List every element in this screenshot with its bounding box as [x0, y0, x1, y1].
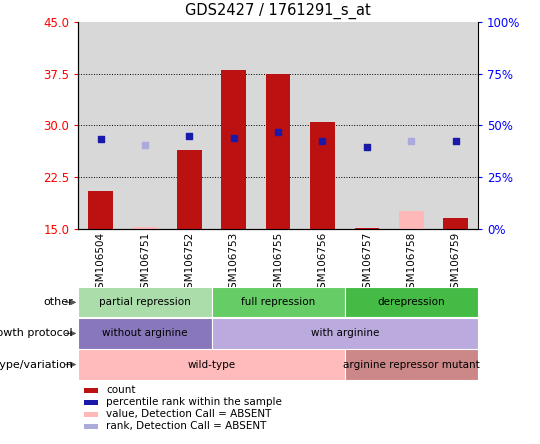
Bar	[256, 22, 300, 229]
Text: count: count	[106, 385, 136, 395]
Bar	[212, 287, 345, 317]
Text: percentile rank within the sample: percentile rank within the sample	[106, 397, 282, 407]
Bar	[345, 22, 389, 229]
Point	[318, 137, 327, 144]
Bar	[84, 400, 98, 404]
Bar	[266, 74, 291, 229]
Bar	[177, 150, 201, 229]
Text: growth protocol: growth protocol	[0, 329, 73, 338]
Bar	[300, 22, 345, 229]
Point	[407, 137, 416, 144]
Bar	[212, 22, 256, 229]
Bar	[221, 71, 246, 229]
Bar	[78, 22, 123, 229]
Point	[274, 129, 282, 136]
Bar	[167, 22, 212, 229]
Bar	[89, 191, 113, 229]
Text: partial repression: partial repression	[99, 297, 191, 307]
Bar	[84, 424, 98, 428]
Text: derepression: derepression	[377, 297, 445, 307]
Text: value, Detection Call = ABSENT: value, Detection Call = ABSENT	[106, 409, 272, 419]
Bar	[345, 287, 478, 317]
Bar	[434, 22, 478, 229]
Bar	[123, 22, 167, 229]
Point	[96, 136, 105, 143]
Point	[451, 137, 460, 144]
Bar	[84, 412, 98, 416]
Text: other: other	[43, 297, 73, 307]
Text: genotype/variation: genotype/variation	[0, 360, 73, 369]
Bar	[389, 22, 434, 229]
Text: full repression: full repression	[241, 297, 315, 307]
Point	[362, 144, 371, 151]
Bar	[84, 388, 98, 392]
Bar	[310, 122, 335, 229]
Point	[185, 132, 194, 139]
Point	[230, 134, 238, 141]
Text: with arginine: with arginine	[310, 329, 379, 338]
Bar	[133, 226, 157, 229]
Bar	[399, 211, 423, 229]
Bar	[212, 318, 478, 349]
Text: rank, Detection Call = ABSENT: rank, Detection Call = ABSENT	[106, 421, 267, 431]
Text: arginine repressor mutant: arginine repressor mutant	[343, 360, 480, 369]
Bar	[78, 287, 212, 317]
Bar	[345, 349, 478, 380]
Text: without arginine: without arginine	[102, 329, 188, 338]
Bar	[78, 318, 212, 349]
Point	[140, 141, 149, 148]
Bar	[78, 349, 345, 380]
Bar	[443, 218, 468, 229]
Text: wild-type: wild-type	[187, 360, 235, 369]
Title: GDS2427 / 1761291_s_at: GDS2427 / 1761291_s_at	[185, 3, 371, 20]
